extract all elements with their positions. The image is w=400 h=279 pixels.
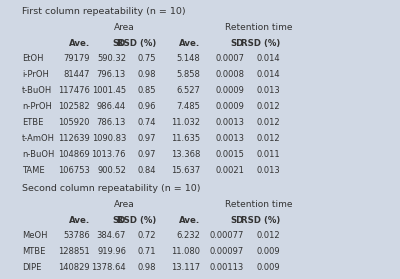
- Text: 986.44: 986.44: [97, 102, 126, 111]
- Text: 0.84: 0.84: [138, 166, 156, 175]
- Text: SD: SD: [231, 216, 244, 225]
- Text: 384.67: 384.67: [97, 231, 126, 240]
- Text: 0.009: 0.009: [256, 247, 280, 256]
- Text: 0.012: 0.012: [256, 118, 280, 127]
- Text: 0.012: 0.012: [256, 134, 280, 143]
- Text: 0.00097: 0.00097: [210, 247, 244, 256]
- Text: 5.148: 5.148: [176, 54, 200, 63]
- Text: 0.72: 0.72: [138, 231, 156, 240]
- Text: Ave.: Ave.: [69, 216, 90, 225]
- Text: Ave.: Ave.: [69, 39, 90, 47]
- Text: 6.232: 6.232: [176, 231, 200, 240]
- Text: 0.75: 0.75: [138, 54, 156, 63]
- Text: RSD (%): RSD (%): [117, 39, 156, 47]
- Text: 81447: 81447: [64, 70, 90, 79]
- Text: 0.85: 0.85: [138, 86, 156, 95]
- Text: 0.96: 0.96: [138, 102, 156, 111]
- Text: 15.637: 15.637: [171, 166, 200, 175]
- Text: 53786: 53786: [63, 231, 90, 240]
- Text: 0.013: 0.013: [256, 166, 280, 175]
- Text: 13.117: 13.117: [171, 263, 200, 272]
- Text: 0.014: 0.014: [256, 70, 280, 79]
- Text: Ave.: Ave.: [179, 216, 200, 225]
- Text: 1013.76: 1013.76: [92, 150, 126, 159]
- Text: 0.00113: 0.00113: [210, 263, 244, 272]
- Text: RSD (%): RSD (%): [117, 216, 156, 225]
- Text: 0.012: 0.012: [256, 231, 280, 240]
- Text: MeOH: MeOH: [22, 231, 48, 240]
- Text: 0.00077: 0.00077: [210, 231, 244, 240]
- Text: 0.97: 0.97: [138, 134, 156, 143]
- Text: EtOH: EtOH: [22, 54, 44, 63]
- Text: 117476: 117476: [58, 86, 90, 95]
- Text: t-AmOH: t-AmOH: [22, 134, 55, 143]
- Text: 0.98: 0.98: [138, 70, 156, 79]
- Text: 0.0009: 0.0009: [215, 102, 244, 111]
- Text: Area: Area: [114, 23, 134, 32]
- Text: Retention time: Retention time: [226, 200, 293, 209]
- Text: 79179: 79179: [64, 54, 90, 63]
- Text: 786.13: 786.13: [97, 118, 126, 127]
- Text: SD: SD: [231, 39, 244, 47]
- Text: 0.0015: 0.0015: [215, 150, 244, 159]
- Text: 104869: 104869: [58, 150, 90, 159]
- Text: 11.635: 11.635: [171, 134, 200, 143]
- Text: 140829: 140829: [58, 263, 90, 272]
- Text: 128851: 128851: [58, 247, 90, 256]
- Text: TAME: TAME: [22, 166, 45, 175]
- Text: n-PrOH: n-PrOH: [22, 102, 52, 111]
- Text: 0.0021: 0.0021: [215, 166, 244, 175]
- Text: 1090.83: 1090.83: [92, 134, 126, 143]
- Text: 11.032: 11.032: [171, 118, 200, 127]
- Text: RSD (%): RSD (%): [241, 39, 280, 47]
- Text: 0.74: 0.74: [138, 118, 156, 127]
- Text: 0.014: 0.014: [256, 54, 280, 63]
- Text: 112639: 112639: [58, 134, 90, 143]
- Text: SD: SD: [113, 216, 126, 225]
- Text: 1001.45: 1001.45: [92, 86, 126, 95]
- Text: 11.080: 11.080: [171, 247, 200, 256]
- Text: Second column repeatability (n = 10): Second column repeatability (n = 10): [22, 184, 200, 193]
- Text: 0.0008: 0.0008: [215, 70, 244, 79]
- Text: 0.0009: 0.0009: [215, 86, 244, 95]
- Text: 0.0013: 0.0013: [215, 118, 244, 127]
- Text: 5.858: 5.858: [176, 70, 200, 79]
- Text: 0.98: 0.98: [138, 263, 156, 272]
- Text: 0.0013: 0.0013: [215, 134, 244, 143]
- Text: i-PrOH: i-PrOH: [22, 70, 49, 79]
- Text: 106753: 106753: [58, 166, 90, 175]
- Text: SD: SD: [113, 39, 126, 47]
- Text: DIPE: DIPE: [22, 263, 41, 272]
- Text: 0.012: 0.012: [256, 102, 280, 111]
- Text: ETBE: ETBE: [22, 118, 43, 127]
- Text: 796.13: 796.13: [97, 70, 126, 79]
- Text: MTBE: MTBE: [22, 247, 45, 256]
- Text: 102582: 102582: [58, 102, 90, 111]
- Text: 0.009: 0.009: [256, 263, 280, 272]
- Text: 919.96: 919.96: [97, 247, 126, 256]
- Text: 105920: 105920: [58, 118, 90, 127]
- Text: 7.485: 7.485: [176, 102, 200, 111]
- Text: 0.013: 0.013: [256, 86, 280, 95]
- Text: 590.32: 590.32: [97, 54, 126, 63]
- Text: 0.71: 0.71: [138, 247, 156, 256]
- Text: 0.011: 0.011: [256, 150, 280, 159]
- Text: RSD (%): RSD (%): [241, 216, 280, 225]
- Text: 6.527: 6.527: [176, 86, 200, 95]
- Text: Area: Area: [114, 200, 134, 209]
- Text: 900.52: 900.52: [97, 166, 126, 175]
- Text: 1378.64: 1378.64: [91, 263, 126, 272]
- Text: 0.97: 0.97: [138, 150, 156, 159]
- Text: Ave.: Ave.: [179, 39, 200, 47]
- Text: t-BuOH: t-BuOH: [22, 86, 52, 95]
- Text: n-BuOH: n-BuOH: [22, 150, 54, 159]
- Text: 13.368: 13.368: [171, 150, 200, 159]
- Text: Retention time: Retention time: [226, 23, 293, 32]
- Text: 0.0007: 0.0007: [215, 54, 244, 63]
- Text: First column repeatability (n = 10): First column repeatability (n = 10): [22, 7, 186, 16]
